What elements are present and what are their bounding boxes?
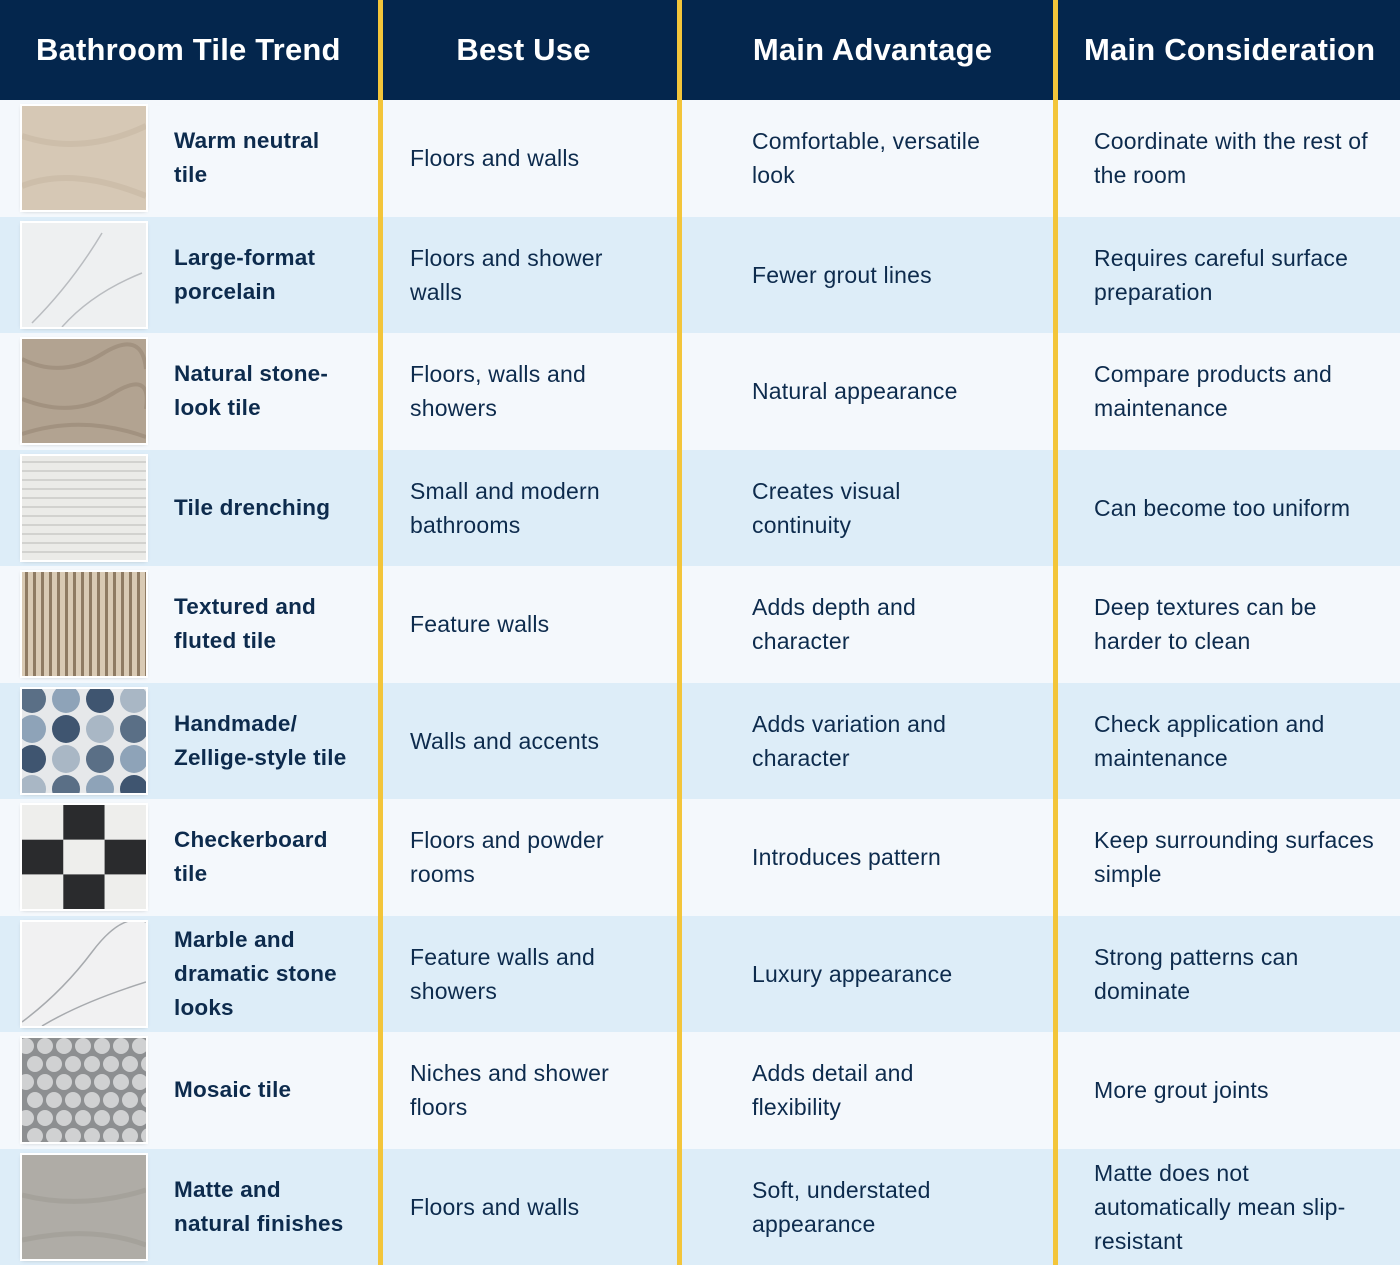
cell-text: Deep textures can be harder to clean [1094,594,1317,655]
table-cell: Matte and natural finishes [0,1148,378,1265]
cell-text: Small and modern bathrooms [410,477,600,538]
cell-text: Feature walls and showers [410,943,595,1004]
table-cell: Compare products and maintenance [1053,333,1400,450]
cell-text: Soft, understated appearance [752,1176,931,1237]
tile-thumbnail [22,455,146,560]
table-cell: Tile drenching [0,449,378,566]
cell-text: Fewer grout lines [752,261,932,288]
table-cell: Adds variation and character [677,682,1053,799]
tile-thumbnail [22,1038,146,1143]
table-cell: Warm neutral tile [0,100,378,217]
tile-thumbnail [22,805,146,910]
table-cell: Small and modern bathrooms [378,449,677,566]
table-cell: Walls and accents [378,682,677,799]
table-cell: Niches and shower floors [378,1032,677,1149]
table-cell: Handmade/ Zellige-style tile [0,682,378,799]
cell-text: Strong patterns can dominate [1094,943,1299,1004]
column-header: Best Use [378,0,677,100]
table-cell: Large-format porcelain [0,216,378,333]
cell-text: Feature walls [410,611,550,638]
tile-name: Mosaic tile [174,1077,292,1103]
table-cell: Mosaic tile [0,1032,378,1149]
table-cell: Introduces pattern [677,799,1053,916]
table-cell: Requires careful surface preparation [1053,216,1400,333]
tile-thumbnail [22,572,146,677]
table-cell: Marble and dramatic stone looks [0,915,378,1032]
cell-text: Natural appearance [752,378,958,405]
cell-text: Adds variation and character [752,710,947,771]
cell-text: Luxury appearance [752,960,953,987]
table-cell: Floors and shower walls [378,216,677,333]
tile-name: Checkerboard tile [174,827,328,887]
table-cell: More grout joints [1053,1032,1400,1149]
cell-text: Introduces pattern [752,844,941,871]
tile-name: Tile drenching [174,494,331,520]
column-header: Bathroom Tile Trend [0,0,378,100]
tile-name: Warm neutral tile [174,128,320,188]
tile-name: Large-format porcelain [174,244,316,304]
column-header: Main Consideration [1053,0,1400,100]
table-cell: Adds depth and character [677,566,1053,683]
table-cell: Comfortable, versatile look [677,100,1053,217]
tile-name: Handmade/ Zellige-style tile [174,710,347,770]
cell-text: Can become too uniform [1094,494,1351,521]
table-cell: Matte does not automatically mean slip-r… [1053,1148,1400,1265]
tile-thumbnail [22,921,146,1026]
cell-text: More grout joints [1094,1077,1269,1104]
cell-text: Requires careful surface preparation [1094,244,1349,305]
tile-thumbnail [22,1154,146,1259]
tile-name: Matte and natural finishes [174,1176,344,1236]
table-cell: Strong patterns can dominate [1053,915,1400,1032]
table-cell: Natural appearance [677,333,1053,450]
column-header: Main Advantage [677,0,1053,100]
table-cell: Keep surrounding surfaces simple [1053,799,1400,916]
cell-text: Adds depth and character [752,594,916,655]
tile-name: Marble and dramatic stone looks [174,926,337,1020]
table-cell: Floors and walls [378,1148,677,1265]
cell-text: Floors and shower walls [410,244,603,305]
cell-text: Floors and powder rooms [410,827,604,888]
table-cell: Feature walls [378,566,677,683]
tile-name: Textured and fluted tile [174,594,317,654]
table-cell: Deep textures can be harder to clean [1053,566,1400,683]
tile-thumbnail [22,222,146,327]
tile-thumbnail [22,106,146,211]
table-cell: Textured and fluted tile [0,566,378,683]
tile-name: Natural stone-look tile [174,361,329,421]
cell-text: Walls and accents [410,727,600,754]
table-cell: Fewer grout lines [677,216,1053,333]
cell-text: Floors and walls [410,145,580,172]
cell-text: Floors, walls and showers [410,361,586,422]
table-cell: Natural stone-look tile [0,333,378,450]
table-cell: Soft, understated appearance [677,1148,1053,1265]
cell-text: Adds detail and flexibility [752,1060,914,1121]
table-cell: Floors, walls and showers [378,333,677,450]
cell-text: Creates visual continuity [752,477,901,538]
tile-thumbnail [22,688,146,793]
table-cell: Creates visual continuity [677,449,1053,566]
table-cell: Checkerboard tile [0,799,378,916]
table-cell: Floors and powder rooms [378,799,677,916]
table-cell: Adds detail and flexibility [677,1032,1053,1149]
cell-text: Coordinate with the rest of the room [1094,128,1368,189]
cell-text: Compare products and maintenance [1094,361,1332,422]
table-cell: Feature walls and showers [378,915,677,1032]
cell-text: Matte does not automatically mean slip-r… [1094,1159,1346,1254]
cell-text: Keep surrounding surfaces simple [1094,827,1374,888]
cell-text: Niches and shower floors [410,1060,610,1121]
cell-text: Floors and walls [410,1193,580,1220]
cell-text: Comfortable, versatile look [752,128,981,189]
cell-text: Check application and maintenance [1094,710,1325,771]
table-cell: Luxury appearance [677,915,1053,1032]
table-cell: Can become too uniform [1053,449,1400,566]
table-cell: Check application and maintenance [1053,682,1400,799]
table-cell: Floors and walls [378,100,677,217]
tile-thumbnail [22,339,146,444]
table-cell: Coordinate with the rest of the room [1053,100,1400,217]
